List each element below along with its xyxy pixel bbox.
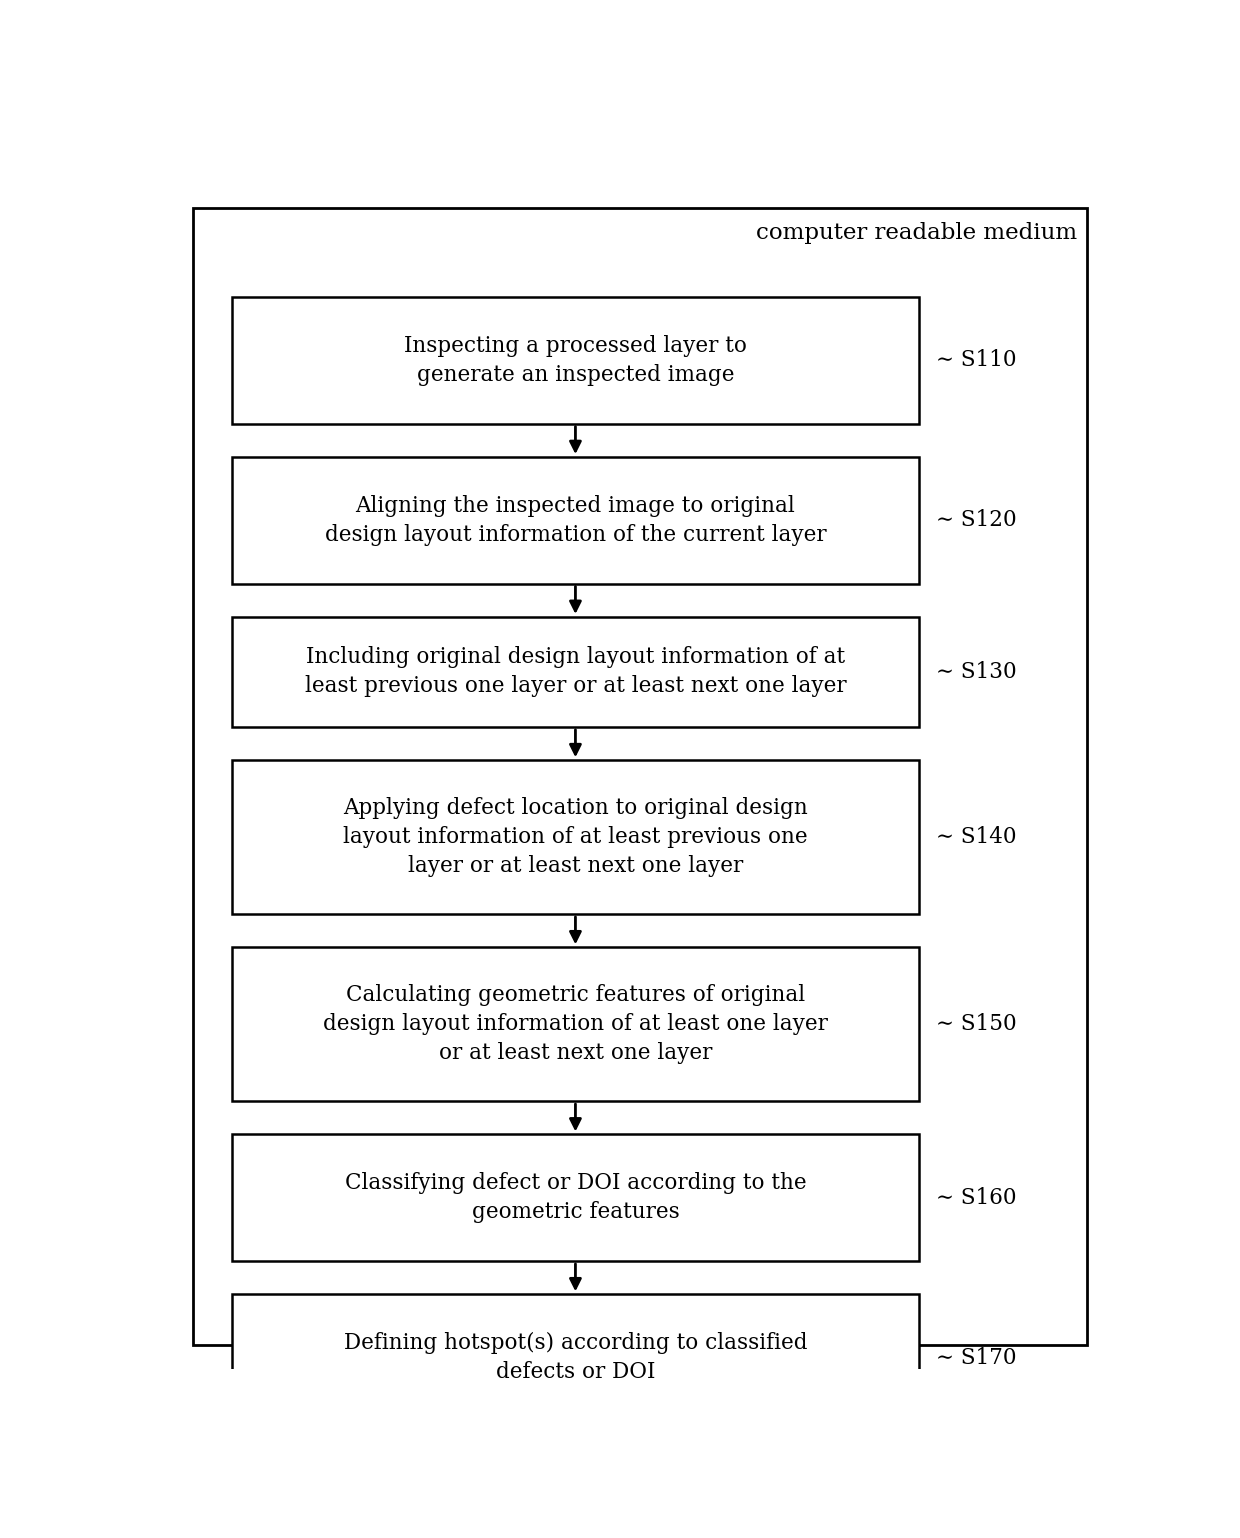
Bar <box>232 760 919 914</box>
Text: Inspecting a processed layer to
generate an inspected image: Inspecting a processed layer to generate… <box>404 335 746 386</box>
Text: Applying defect location to original design
layout information of at least previ: Applying defect location to original des… <box>343 797 807 877</box>
Bar <box>232 617 919 727</box>
Text: ∼ S160: ∼ S160 <box>936 1187 1017 1209</box>
Text: Including original design layout information of at
least previous one layer or a: Including original design layout informa… <box>305 646 846 697</box>
Text: computer readable medium: computer readable medium <box>756 223 1078 245</box>
Bar <box>232 1135 919 1261</box>
Text: ∼ S150: ∼ S150 <box>936 1014 1017 1035</box>
Text: ∼ S110: ∼ S110 <box>936 349 1017 371</box>
Bar <box>232 297 919 424</box>
Text: ∼ S140: ∼ S140 <box>936 826 1017 847</box>
Text: ∼ S130: ∼ S130 <box>936 661 1017 683</box>
Text: Aligning the inspected image to original
design layout information of the curren: Aligning the inspected image to original… <box>325 495 826 546</box>
Text: Classifying defect or DOI according to the
geometric features: Classifying defect or DOI according to t… <box>345 1172 806 1223</box>
Text: Defining hotspot(s) according to classified
defects or DOI: Defining hotspot(s) according to classif… <box>343 1332 807 1383</box>
Bar <box>232 947 919 1101</box>
Text: ∼ S170: ∼ S170 <box>936 1347 1017 1369</box>
Text: ∼ S120: ∼ S120 <box>936 509 1017 531</box>
Text: Calculating geometric features of original
design layout information of at least: Calculating geometric features of origin… <box>322 984 828 1064</box>
Bar <box>232 457 919 583</box>
Bar <box>232 1293 919 1421</box>
